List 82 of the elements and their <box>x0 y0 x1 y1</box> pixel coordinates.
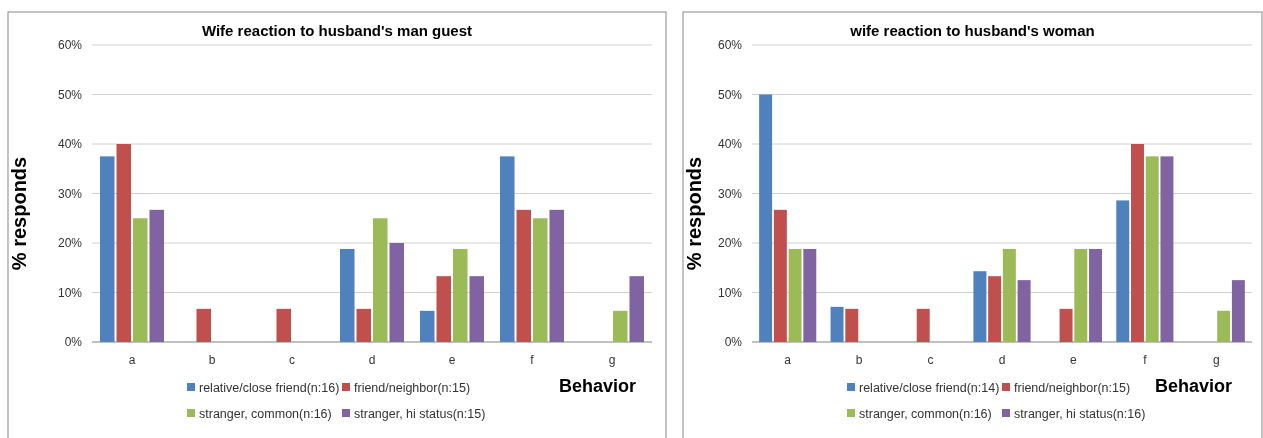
bar <box>1089 248 1102 342</box>
y-tick-label: 40% <box>717 137 743 151</box>
bar <box>845 308 859 342</box>
x-tick-label: g <box>608 353 616 367</box>
y-tick-label: 30% <box>57 186 83 201</box>
x-tick-label: a <box>128 353 136 367</box>
x-tick-label: c <box>289 353 295 367</box>
legend-label: friend/neighbor(n:15) <box>1014 381 1131 395</box>
legend-label: stranger, common(n:16) <box>199 407 332 421</box>
bar <box>149 209 164 342</box>
x-tick-label: f <box>1143 353 1148 367</box>
bar <box>830 306 844 342</box>
legend-label: relative/close friend(n:14) <box>859 381 1000 395</box>
y-tick-label: 0% <box>724 335 743 349</box>
bar <box>389 243 404 342</box>
x-tick-label: g <box>1212 353 1220 367</box>
legend-label: stranger, hi status(n:16) <box>1014 407 1146 421</box>
bar <box>1074 248 1088 342</box>
bar <box>1116 200 1130 342</box>
legend-label: stranger, hi status(n:15) <box>354 407 486 421</box>
y-tick-label: 10% <box>57 285 83 300</box>
bar <box>196 308 212 342</box>
bar <box>436 276 452 342</box>
bar <box>452 248 468 342</box>
y-tick-label: 40% <box>57 137 83 151</box>
bar <box>100 156 115 342</box>
bar <box>500 156 515 342</box>
bar <box>759 94 773 342</box>
bar <box>916 308 930 342</box>
bar <box>356 308 372 342</box>
bar <box>629 276 644 342</box>
bar <box>1217 310 1231 342</box>
bar <box>372 218 388 342</box>
bar <box>420 310 435 342</box>
x-tick-label: b <box>855 353 863 367</box>
bar <box>1131 144 1144 342</box>
x-tick-label: e <box>1070 353 1078 367</box>
bar <box>1160 156 1174 342</box>
y-tick-label: 10% <box>717 285 743 300</box>
x-tick-label: c <box>927 353 934 367</box>
bar <box>469 276 484 342</box>
bar <box>1145 156 1159 342</box>
y-axis-title: % responds <box>8 156 30 271</box>
bar <box>516 209 532 342</box>
bar <box>788 248 802 342</box>
legend-label: relative/close friend(n:16) <box>199 381 340 395</box>
bar <box>773 209 787 342</box>
bar <box>532 218 548 342</box>
x-axis-title: Behavior <box>1154 376 1232 396</box>
y-tick-label: 20% <box>57 236 83 250</box>
y-tick-label: 20% <box>717 236 743 250</box>
bar <box>1231 280 1245 342</box>
bar <box>132 218 148 342</box>
chart-title: Wife reaction to husband's man guest <box>201 22 473 39</box>
bar <box>276 308 292 342</box>
chart-title: wife reaction to husband's woman <box>849 22 1095 39</box>
bar <box>116 144 132 342</box>
x-tick-label: f <box>530 353 535 367</box>
x-tick-label: d <box>368 353 376 367</box>
y-tick-label: 60% <box>717 38 743 52</box>
y-tick-label: 30% <box>717 186 743 201</box>
y-tick-label: 0% <box>64 335 83 349</box>
y-tick-label: 50% <box>717 87 743 102</box>
bar <box>340 248 355 342</box>
x-tick-label: b <box>208 353 216 367</box>
y-tick-label: 60% <box>57 38 83 52</box>
legend-label: friend/neighbor(n:15) <box>354 381 471 395</box>
bar <box>612 310 628 342</box>
bar <box>549 209 564 342</box>
y-tick-label: 50% <box>57 87 83 102</box>
bar <box>803 248 817 342</box>
x-axis-title: Behavior <box>558 376 636 396</box>
bar <box>1017 280 1031 342</box>
y-axis-title: % responds <box>683 156 705 271</box>
x-tick-label: e <box>448 353 456 367</box>
bar <box>988 276 1002 342</box>
x-tick-label: a <box>784 353 792 367</box>
x-tick-label: d <box>998 353 1006 367</box>
legend-label: stranger, common(n:16) <box>859 407 992 421</box>
bar <box>1059 308 1073 342</box>
bar <box>973 271 987 342</box>
bar <box>1002 248 1016 342</box>
